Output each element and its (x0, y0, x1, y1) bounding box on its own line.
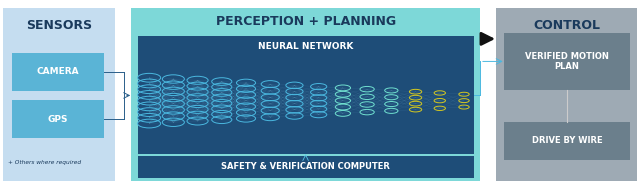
Text: GPS: GPS (47, 115, 68, 124)
Text: VERIFIED MOTION
PLAN: VERIFIED MOTION PLAN (525, 52, 609, 71)
Text: SENSORS: SENSORS (26, 19, 92, 32)
FancyBboxPatch shape (138, 36, 474, 154)
FancyBboxPatch shape (504, 33, 630, 90)
Text: CAMERA: CAMERA (36, 67, 79, 76)
Text: PERCEPTION + PLANNING: PERCEPTION + PLANNING (216, 15, 396, 28)
FancyBboxPatch shape (12, 53, 104, 91)
Text: NEURAL NETWORK: NEURAL NETWORK (258, 42, 353, 51)
Text: DRIVE BY WIRE: DRIVE BY WIRE (532, 136, 602, 145)
FancyBboxPatch shape (131, 8, 480, 181)
Text: + Others where required: + Others where required (8, 160, 81, 165)
FancyBboxPatch shape (138, 156, 474, 178)
Text: CONTROL: CONTROL (533, 19, 600, 32)
FancyBboxPatch shape (504, 122, 630, 160)
FancyBboxPatch shape (12, 100, 104, 138)
Text: SAFETY & VERIFICATION COMPUTER: SAFETY & VERIFICATION COMPUTER (221, 162, 390, 171)
FancyBboxPatch shape (496, 8, 637, 181)
FancyBboxPatch shape (3, 8, 115, 181)
